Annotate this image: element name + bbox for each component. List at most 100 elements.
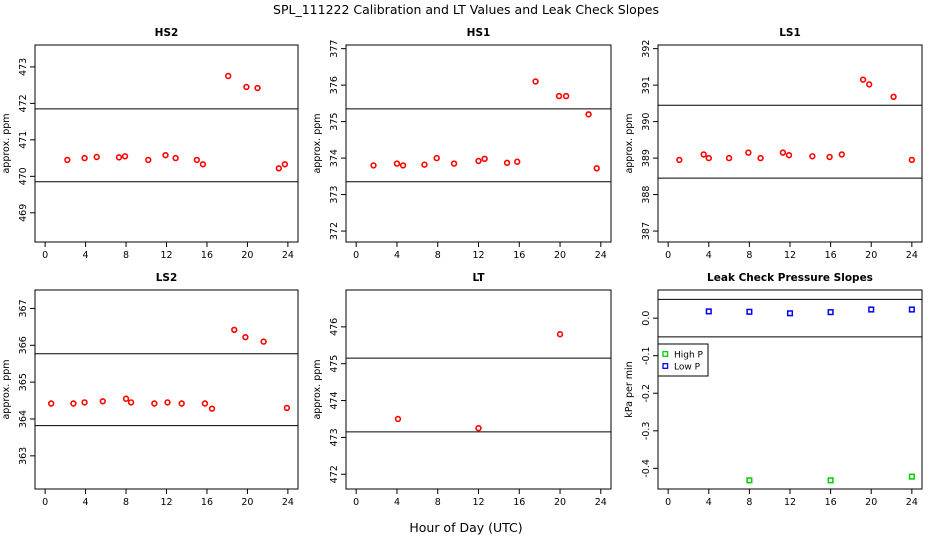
x-tick-label: 20 — [554, 497, 566, 508]
x-tick-label: 16 — [513, 250, 525, 261]
data-point — [450, 160, 458, 167]
x-tick-label: 0 — [42, 250, 48, 261]
data-point — [757, 154, 764, 162]
plot-frame — [34, 44, 299, 243]
data-point — [779, 149, 787, 156]
y-tick-label: 388 — [641, 186, 652, 204]
data-point — [838, 151, 845, 158]
data-point — [81, 154, 88, 162]
x-tick-label: 12 — [784, 497, 796, 508]
y-tick-label: 367 — [18, 299, 29, 317]
panel-title: LS1 — [779, 27, 801, 39]
data-point — [503, 159, 511, 167]
data-point — [162, 151, 169, 159]
data-point — [475, 157, 482, 165]
x-tick-label: 16 — [201, 497, 213, 508]
x-tick-label: 8 — [435, 497, 441, 508]
x-tick-label: 12 — [472, 250, 484, 261]
y-axis-label: approx. ppm — [1, 359, 12, 419]
data-point — [555, 92, 563, 100]
data-point — [370, 162, 377, 169]
y-tick-label: 387 — [641, 222, 652, 240]
y-tick-label: 373 — [329, 186, 340, 204]
data-point — [260, 338, 267, 345]
x-tick-label: 4 — [706, 497, 712, 508]
data-point — [394, 415, 402, 423]
x-tick-label: 20 — [554, 250, 566, 261]
x-tick-label: 0 — [665, 250, 671, 261]
data-point — [725, 154, 733, 162]
panel-ls2: LS2 0 4 8 12 16 20 24 363 364 365 366 367 approx. ppm — [1, 272, 299, 508]
y-tick-label: 0.0 — [641, 311, 652, 326]
y-tick-label: 469 — [18, 204, 29, 222]
x-tick-label: 4 — [394, 497, 400, 508]
y-tick-label: -0.2 — [641, 384, 652, 403]
panel-title: HS2 — [155, 27, 179, 39]
x-tick-label: 0 — [665, 497, 671, 508]
y-tick-label: 471 — [18, 131, 29, 149]
data-point — [254, 84, 261, 92]
x-tick-label: 16 — [201, 250, 213, 261]
data-point — [281, 161, 289, 168]
data-point — [785, 151, 793, 159]
data-point — [746, 308, 753, 315]
y-axis-label: approx. ppm — [312, 359, 323, 419]
x-tick-label: 0 — [353, 250, 359, 261]
plot-frame — [657, 44, 923, 243]
legend-label: High P — [674, 351, 704, 361]
data-point — [64, 156, 71, 164]
data-point — [99, 398, 106, 405]
y-tick-label: 473 — [18, 58, 29, 76]
panel-lt: LT 0 4 8 12 16 20 24 472 473 474 475 476 approx. ppm — [312, 272, 612, 508]
data-point — [908, 473, 915, 480]
data-point — [199, 161, 207, 168]
x-tick-label: 24 — [906, 250, 918, 261]
data-point — [705, 308, 712, 315]
y-tick-label: 475 — [329, 355, 340, 373]
x-tick-label: 12 — [160, 250, 172, 261]
data-point — [81, 399, 88, 406]
y-tick-label: 366 — [18, 336, 29, 354]
data-point — [70, 400, 77, 407]
x-tick-label: 16 — [825, 497, 837, 508]
y-tick-label: 472 — [18, 94, 29, 112]
x-tick-label: 12 — [160, 497, 172, 508]
data-point — [201, 400, 209, 407]
plot-frame — [345, 44, 612, 243]
y-tick-label: 472 — [329, 465, 340, 483]
data-point — [890, 93, 897, 101]
x-tick-label: 24 — [595, 250, 607, 261]
data-point — [47, 400, 55, 407]
data-point — [705, 154, 712, 162]
y-tick-label: -0.4 — [641, 459, 652, 478]
x-tick-label: 24 — [906, 497, 918, 508]
data-point — [275, 165, 282, 172]
data-point — [481, 155, 488, 163]
x-tick-label: 8 — [746, 497, 752, 508]
data-point — [242, 333, 249, 341]
y-tick-label: 376 — [329, 76, 340, 94]
panel-ls1: LS1 0 4 8 12 16 20 24 387 388 389 390 391 392 approx. … — [624, 27, 923, 261]
data-point — [433, 154, 440, 162]
data-point — [393, 160, 401, 167]
panel-title: HS1 — [467, 27, 491, 39]
y-axis-label: approx. ppm — [312, 113, 323, 173]
data-point — [908, 156, 916, 164]
panel-hs1: HS1 0 4 8 12 16 20 24 372 373 374 375 376 377 approx. … — [312, 27, 612, 261]
data-point — [178, 400, 185, 407]
y-tick-label: 364 — [18, 410, 29, 428]
x-tick-label: 8 — [435, 250, 441, 261]
x-tick-label: 0 — [353, 497, 359, 508]
data-point — [827, 477, 834, 484]
plot-frame — [657, 289, 923, 490]
legend-box — [657, 343, 709, 377]
panel-hs2: HS2 0 4 8 12 16 20 24 469 470 471 472 473 approx. ppm — [1, 27, 299, 261]
y-tick-label: 470 — [18, 167, 29, 185]
data-point — [243, 83, 250, 91]
data-point — [399, 162, 407, 169]
data-point — [700, 151, 707, 158]
data-point — [532, 78, 539, 85]
data-point — [93, 153, 100, 161]
y-tick-label: -0.1 — [641, 346, 652, 365]
x-tick-label: 0 — [42, 497, 48, 508]
